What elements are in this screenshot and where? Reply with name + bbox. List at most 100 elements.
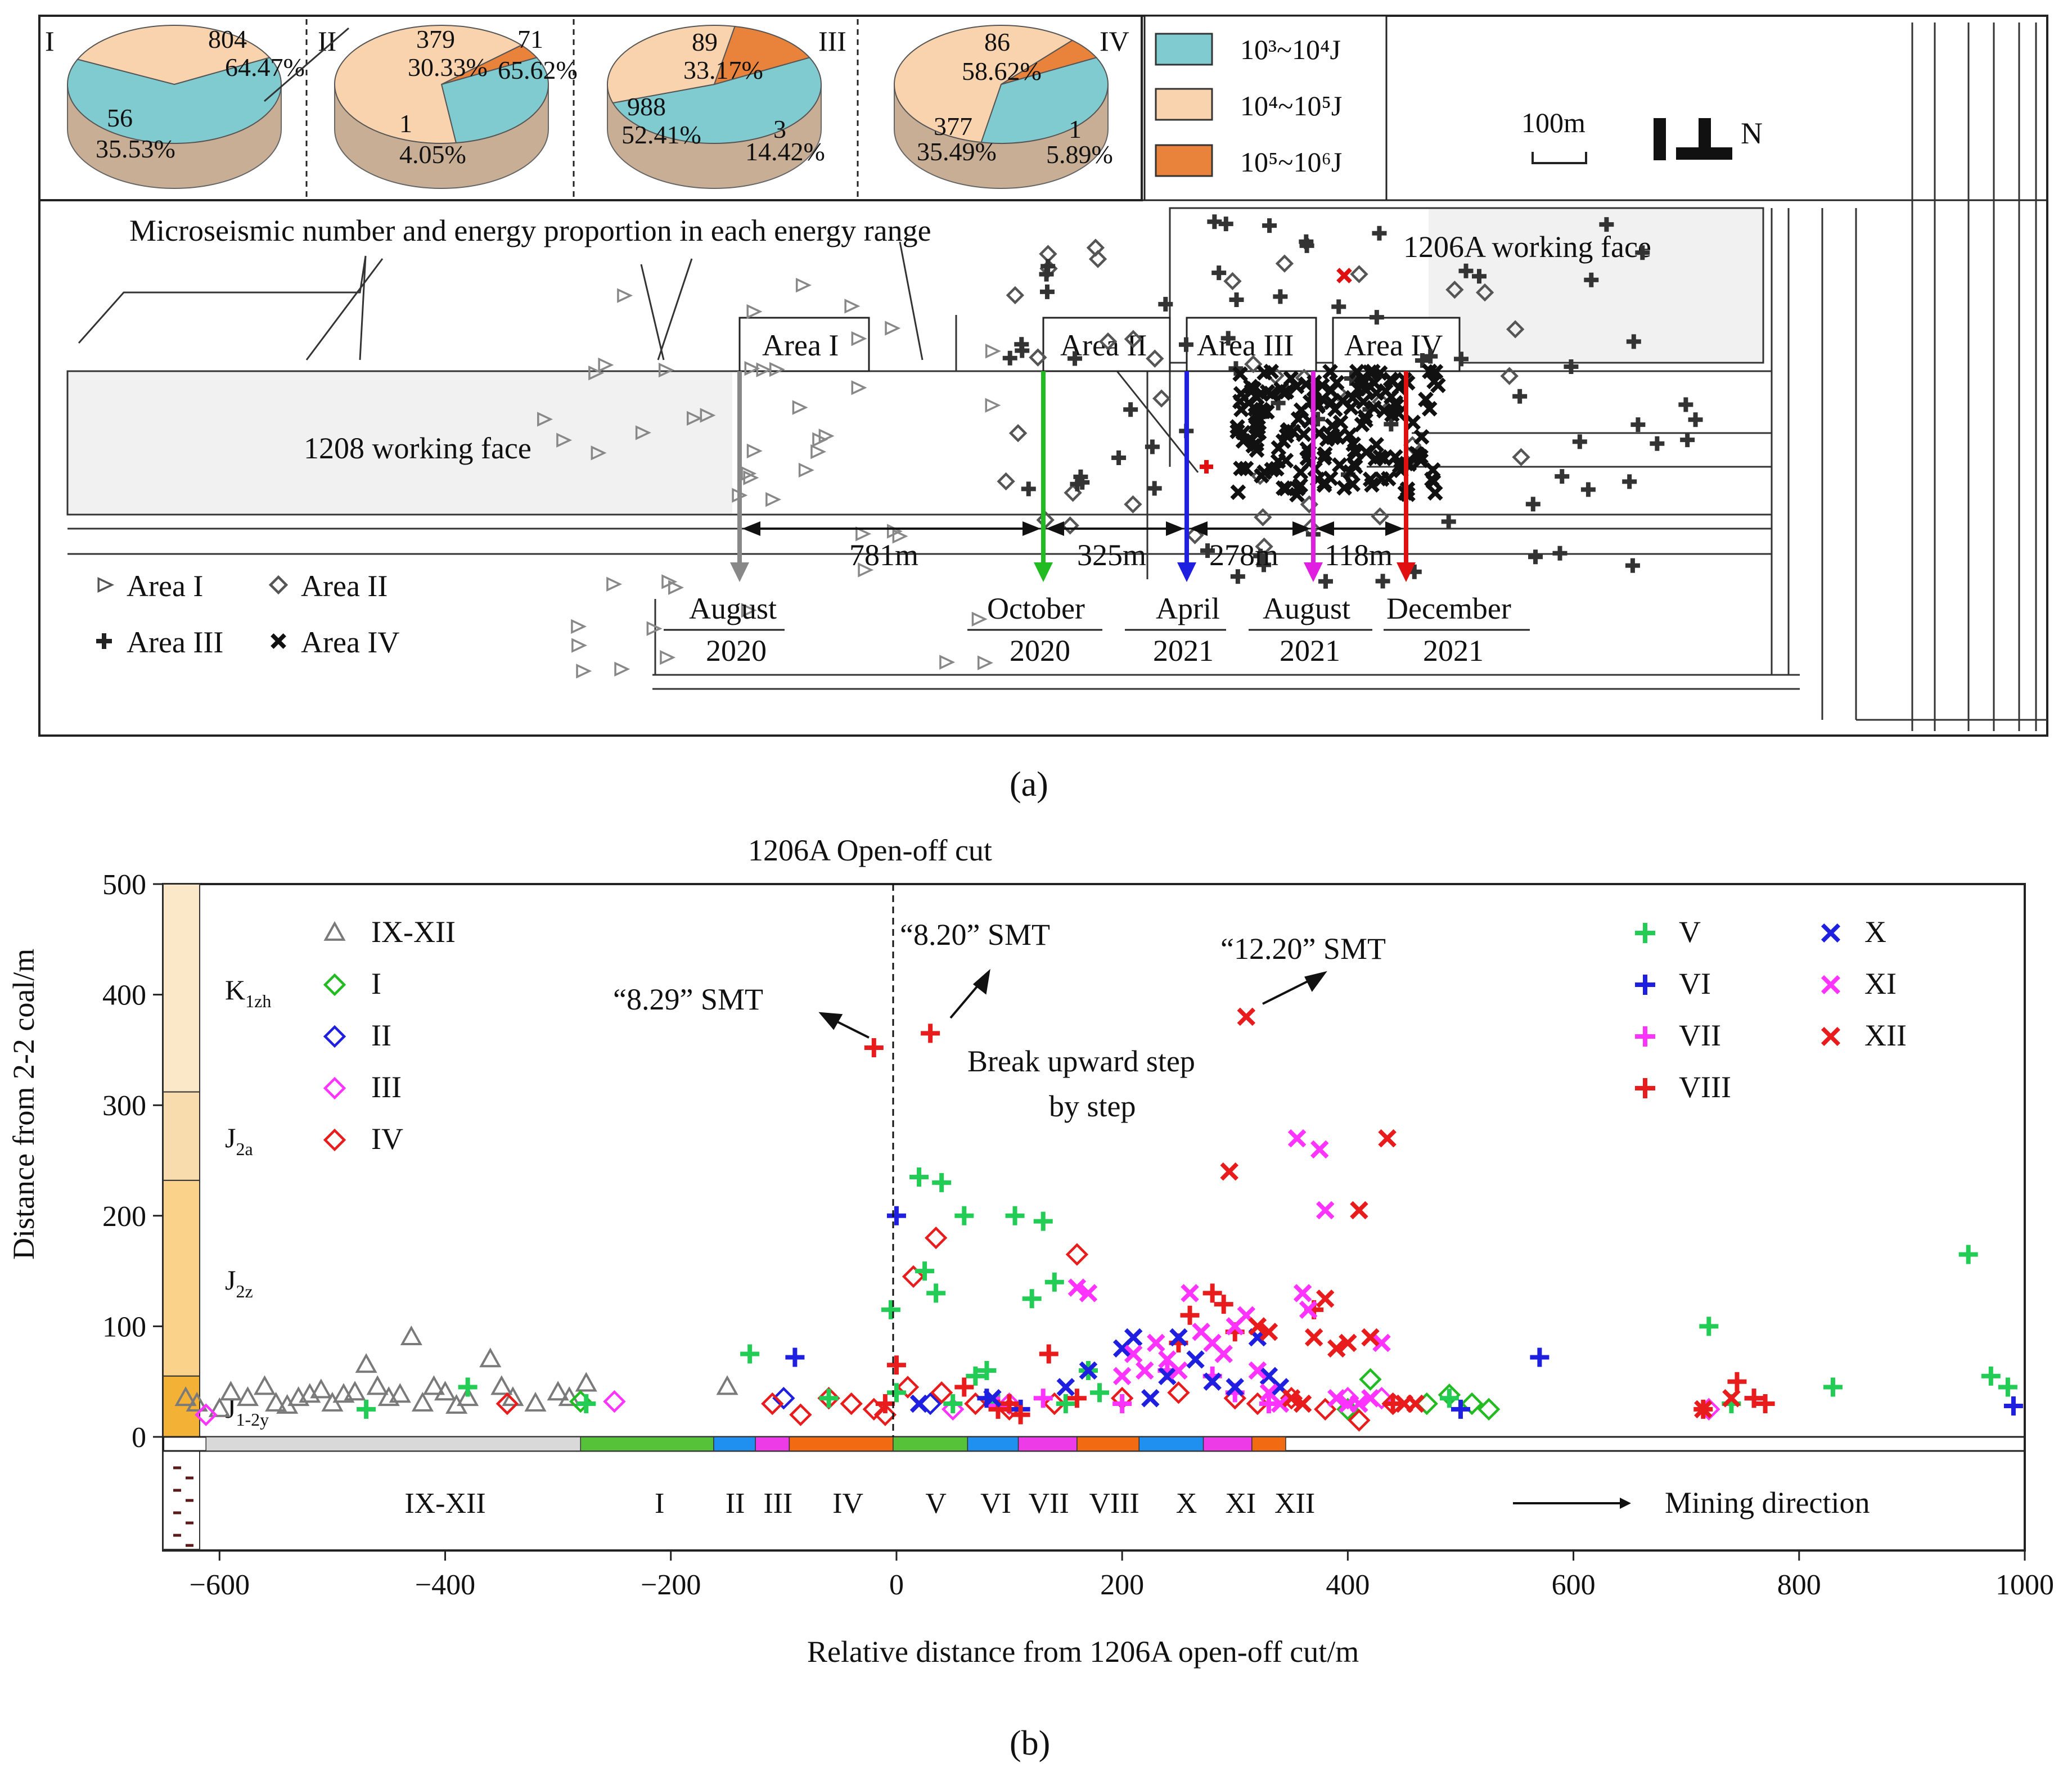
- map-event-area-IV: [1292, 477, 1309, 493]
- map-event-area-I: [741, 466, 757, 481]
- map-event-area-IV: [1343, 400, 1359, 416]
- point-X-12: [1226, 1378, 1245, 1396]
- legend-left-icon-1: [323, 921, 346, 941]
- annotation-829: “8.29” SMT: [613, 982, 763, 1016]
- point-XI-21: [1310, 1140, 1329, 1159]
- point-XI-12: [1214, 1345, 1233, 1363]
- point-VIII-14: [1214, 1295, 1233, 1314]
- map-event-area-III: [1622, 474, 1637, 489]
- month-label-8: VII: [1029, 1487, 1069, 1520]
- point-V-30: [1998, 1377, 2017, 1397]
- map-event-area-IV: [1358, 412, 1373, 429]
- point-IX-XII-19: [400, 1325, 422, 1345]
- point-X-1: [909, 1394, 929, 1413]
- map-event-area-IV: [1418, 391, 1434, 408]
- map-event-area-IV: [1389, 398, 1404, 414]
- x-axis-label: Relative distance from 1206A open-off cu…: [807, 1635, 1359, 1669]
- pie-IV-roman: IV: [1100, 25, 1129, 57]
- map-event-area-I: [855, 526, 872, 542]
- map-event-area-II: [1006, 286, 1025, 305]
- map-event-area-II: [1146, 349, 1164, 368]
- pie-II-percent-1: 30.33%: [408, 53, 488, 82]
- map-event-area-III: [1625, 558, 1640, 573]
- map-event-area-III: [1415, 353, 1430, 368]
- month-segment-3: [713, 1436, 756, 1452]
- pie-I-roman: I: [45, 25, 55, 57]
- point-XII-11: [1350, 1201, 1368, 1220]
- point-XI-3: [1112, 1367, 1132, 1386]
- pie-III-count-2: 89: [692, 28, 718, 56]
- point-V-21: [1056, 1394, 1075, 1414]
- point-V-7: [886, 1383, 906, 1403]
- map-event-area-I: [614, 661, 630, 677]
- point-IX-XII-18: [389, 1383, 411, 1403]
- pie-II-slice-2: [334, 25, 523, 144]
- point-VIII-20: [1744, 1389, 1764, 1408]
- point-III-1: [195, 1403, 218, 1426]
- point-IV-7: [873, 1403, 897, 1426]
- map-event-area-II: [1350, 265, 1368, 283]
- point-VII-7: [1259, 1394, 1278, 1414]
- point-IV-22: [1348, 1409, 1371, 1432]
- pie-III-percent-1: 52.41%: [621, 120, 701, 149]
- energy-swatch-1: [1155, 33, 1213, 66]
- legend-right-label-5: X: [1864, 915, 1886, 949]
- map-event-area-I: [646, 621, 663, 636]
- point-V-17: [1005, 1206, 1025, 1225]
- x-tick-8: 1000: [1996, 1569, 2054, 1601]
- point-XI-22: [1316, 1201, 1335, 1220]
- map-event-area-I: [746, 304, 763, 319]
- legend-right-label-2: VI: [1679, 967, 1711, 1000]
- pie-IV-percent-3: 5.89%: [1046, 140, 1113, 169]
- point-XI-19: [1293, 1284, 1312, 1302]
- map-event-area-IV: [1254, 402, 1270, 418]
- map-event-area-III: [1256, 557, 1271, 573]
- x-tick-0: −600: [190, 1569, 250, 1601]
- energy-legend: 10³~10⁴J 10⁴~10⁵J 10⁵~10⁶J: [1143, 15, 1388, 201]
- map-event-area-III: [1014, 337, 1029, 352]
- point-V-29: [1981, 1366, 2001, 1386]
- point-VI-2: [886, 1206, 906, 1225]
- point-VIII-17: [1383, 1394, 1403, 1414]
- map-event-area-I: [810, 444, 827, 459]
- point-V-11: [932, 1173, 952, 1192]
- chart-title: 1206A Open-off cut: [748, 833, 992, 867]
- pie-III-percent-2: 33.17%: [683, 56, 763, 84]
- pie-IV-slice-1: [980, 57, 1109, 144]
- y-tick-3: 300: [102, 1090, 146, 1122]
- map-event-area-II: [1029, 348, 1047, 367]
- map-event-area-IV: [1316, 477, 1332, 493]
- map-event-area-II: [1512, 448, 1530, 467]
- map-event-area-IV: [1271, 440, 1287, 456]
- point-IX-XII-31: [575, 1372, 597, 1392]
- map-event-area-IV: [1346, 456, 1362, 472]
- point-XI-8: [1169, 1361, 1188, 1380]
- month-segment-10: [1138, 1436, 1204, 1452]
- map-event-area-III: [1369, 310, 1384, 325]
- legend-left-label-5: IV: [371, 1122, 403, 1156]
- point-XI-1: [1067, 1278, 1087, 1297]
- month-label-7: VI: [980, 1487, 1011, 1520]
- map-event-area-IV: [1332, 414, 1349, 430]
- distance-2: 325m: [1077, 538, 1146, 572]
- point-V-23: [1090, 1383, 1110, 1403]
- point-XI-9: [1181, 1284, 1199, 1302]
- area-label-III: Area III: [1197, 328, 1294, 362]
- point-V-2: [458, 1377, 478, 1397]
- month-label-1: IX-XII: [404, 1487, 485, 1520]
- month-segment-11: [1202, 1436, 1253, 1452]
- legend-right-icon-3: [1635, 1026, 1655, 1047]
- scale-label: 100m: [1521, 107, 1585, 138]
- pie-II-percent-2: 65.62%: [498, 56, 578, 84]
- pie-III-slice-3: [713, 25, 811, 85]
- legend-area-I: Area I: [127, 569, 203, 603]
- point-IX-XII-6: [253, 1375, 276, 1395]
- map-event-area-I: [765, 492, 782, 507]
- map-event-area-IV: [1289, 486, 1305, 503]
- map-event-area-III: [1572, 434, 1587, 449]
- point-IX-XII-11: [310, 1378, 332, 1399]
- point-V-24: [1439, 1389, 1459, 1408]
- map-event-area-II: [1223, 272, 1242, 291]
- point-XI-23: [1327, 1389, 1346, 1408]
